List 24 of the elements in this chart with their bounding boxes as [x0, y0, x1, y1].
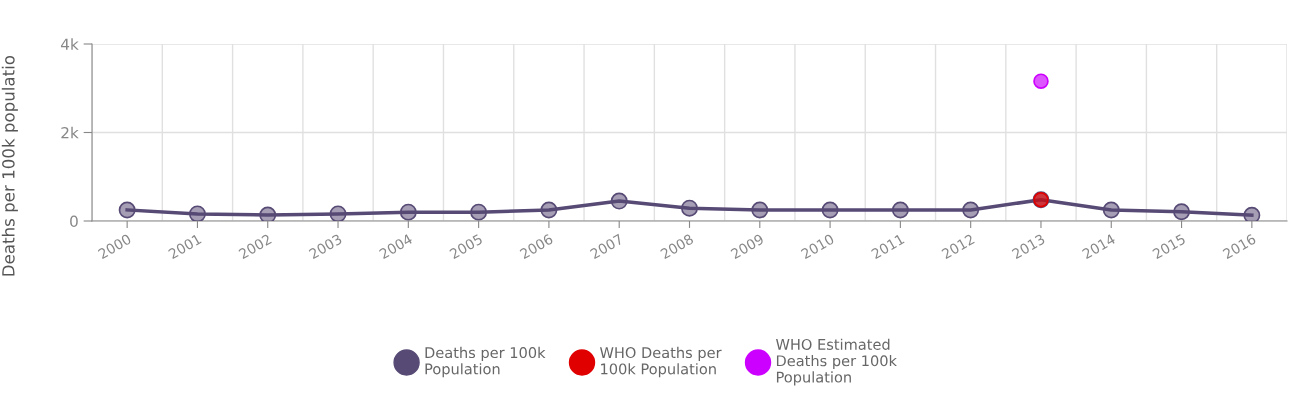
y-tick-label: 4k	[60, 38, 79, 50]
legend-label: WHO Estimated Deaths per 100k Population	[776, 338, 897, 386]
y-tick-label: 2k	[61, 126, 79, 139]
point	[188, 205, 206, 221]
point	[470, 203, 488, 221]
point	[399, 203, 417, 221]
legend-label: WHO Deaths per 100k Population	[600, 346, 722, 378]
point	[259, 206, 277, 221]
point	[1243, 206, 1261, 221]
point	[540, 201, 558, 219]
point	[610, 192, 628, 210]
point	[891, 201, 909, 219]
point	[329, 205, 347, 221]
legend-label: Deaths per 100k Population	[425, 346, 546, 378]
point	[1033, 73, 1049, 89]
point	[1173, 203, 1191, 221]
point	[962, 201, 980, 219]
point	[681, 199, 698, 217]
y-axis-title: Deaths per 100k populatio	[1, 55, 18, 276]
point	[821, 201, 839, 219]
point	[751, 201, 769, 219]
y-tick-label: 0	[70, 215, 78, 228]
point	[1102, 201, 1120, 219]
point	[118, 201, 136, 219]
